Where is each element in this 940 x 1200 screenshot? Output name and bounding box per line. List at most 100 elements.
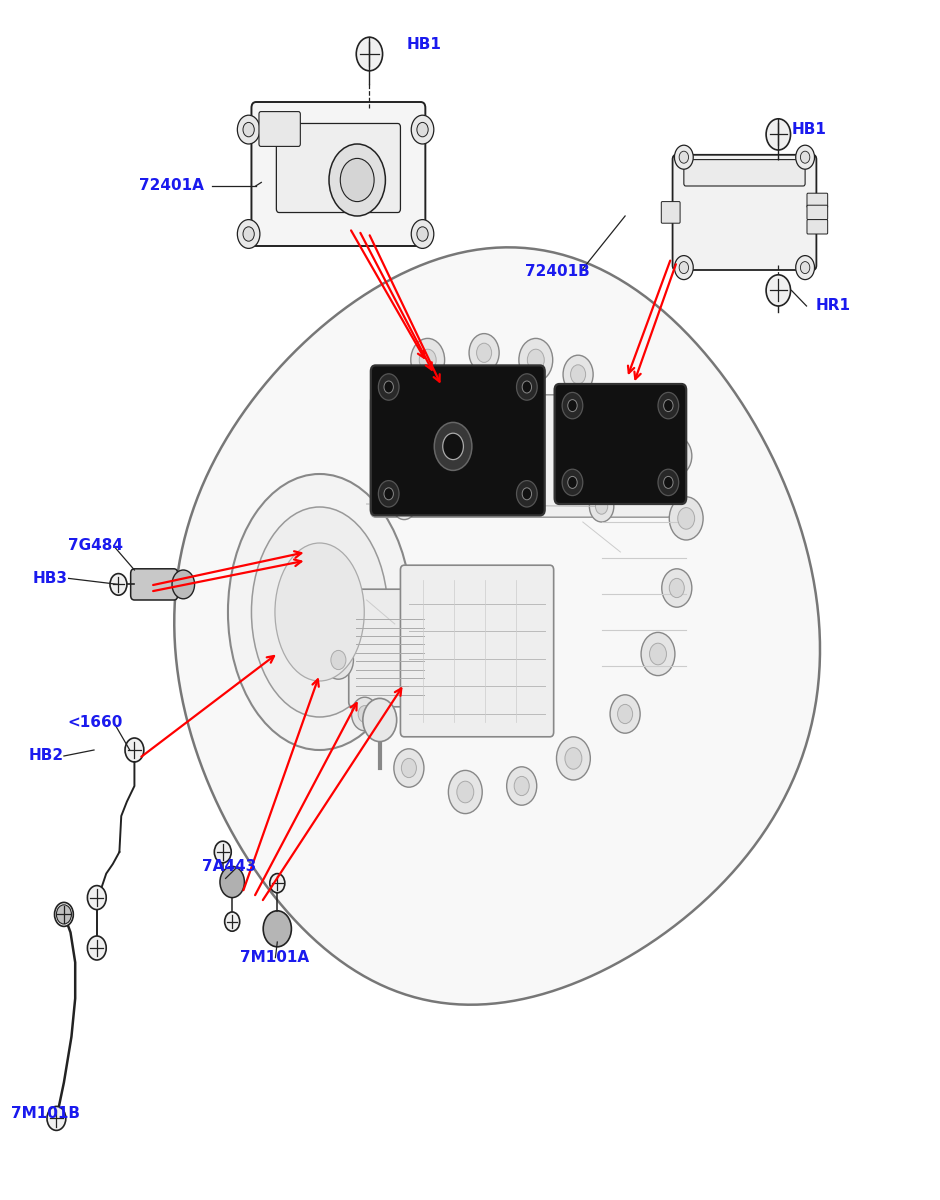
Circle shape bbox=[392, 488, 416, 520]
Circle shape bbox=[517, 480, 538, 506]
Circle shape bbox=[664, 400, 673, 412]
FancyBboxPatch shape bbox=[370, 365, 544, 516]
Circle shape bbox=[800, 262, 810, 274]
Circle shape bbox=[469, 334, 499, 372]
Circle shape bbox=[675, 256, 694, 280]
Circle shape bbox=[323, 641, 353, 679]
Ellipse shape bbox=[275, 542, 365, 680]
Circle shape bbox=[55, 902, 73, 926]
Circle shape bbox=[669, 446, 684, 466]
Circle shape bbox=[519, 338, 553, 382]
Circle shape bbox=[394, 749, 424, 787]
Circle shape bbox=[172, 570, 195, 599]
Circle shape bbox=[87, 936, 106, 960]
Circle shape bbox=[110, 574, 127, 595]
FancyBboxPatch shape bbox=[807, 193, 828, 208]
Circle shape bbox=[214, 841, 231, 863]
Polygon shape bbox=[174, 247, 820, 1004]
Circle shape bbox=[562, 469, 583, 496]
Circle shape bbox=[378, 373, 399, 401]
FancyBboxPatch shape bbox=[131, 569, 178, 600]
Circle shape bbox=[434, 422, 472, 470]
Circle shape bbox=[270, 874, 285, 893]
Circle shape bbox=[356, 37, 383, 71]
FancyBboxPatch shape bbox=[400, 565, 554, 737]
Circle shape bbox=[642, 400, 655, 416]
Text: HR1: HR1 bbox=[816, 299, 851, 313]
FancyBboxPatch shape bbox=[807, 220, 828, 234]
Text: HB1: HB1 bbox=[791, 122, 826, 137]
Circle shape bbox=[679, 262, 688, 274]
Circle shape bbox=[678, 508, 695, 529]
Circle shape bbox=[527, 349, 544, 371]
Circle shape bbox=[571, 365, 586, 384]
Circle shape bbox=[610, 695, 640, 733]
FancyBboxPatch shape bbox=[662, 202, 681, 223]
FancyBboxPatch shape bbox=[349, 589, 431, 707]
Circle shape bbox=[635, 391, 662, 425]
Circle shape bbox=[384, 382, 393, 392]
Circle shape bbox=[795, 145, 814, 169]
Circle shape bbox=[658, 469, 679, 496]
Circle shape bbox=[679, 151, 688, 163]
Circle shape bbox=[795, 256, 814, 280]
Circle shape bbox=[352, 697, 378, 731]
Circle shape bbox=[125, 738, 144, 762]
Circle shape bbox=[237, 220, 259, 248]
Circle shape bbox=[398, 497, 410, 511]
Text: 7M101A: 7M101A bbox=[240, 950, 309, 965]
Circle shape bbox=[220, 866, 244, 898]
Circle shape bbox=[662, 569, 692, 607]
Circle shape bbox=[417, 122, 429, 137]
Text: HB3: HB3 bbox=[33, 571, 68, 586]
Circle shape bbox=[650, 643, 666, 665]
Circle shape bbox=[457, 781, 474, 803]
Circle shape bbox=[589, 491, 614, 522]
Circle shape bbox=[378, 480, 399, 506]
Circle shape bbox=[237, 115, 259, 144]
Circle shape bbox=[47, 1106, 66, 1130]
Circle shape bbox=[568, 400, 577, 412]
Circle shape bbox=[568, 476, 577, 488]
Text: 72401A: 72401A bbox=[139, 179, 204, 193]
Circle shape bbox=[417, 227, 429, 241]
Circle shape bbox=[243, 227, 254, 241]
Circle shape bbox=[565, 748, 582, 769]
FancyBboxPatch shape bbox=[258, 112, 300, 146]
FancyBboxPatch shape bbox=[807, 205, 828, 220]
Circle shape bbox=[523, 487, 532, 499]
Circle shape bbox=[340, 158, 374, 202]
Circle shape bbox=[401, 758, 416, 778]
Circle shape bbox=[563, 355, 593, 394]
Circle shape bbox=[363, 698, 397, 742]
Circle shape bbox=[419, 349, 436, 371]
Circle shape bbox=[766, 275, 791, 306]
Circle shape bbox=[507, 767, 537, 805]
Circle shape bbox=[517, 373, 538, 401]
Ellipse shape bbox=[252, 506, 388, 716]
Circle shape bbox=[800, 151, 810, 163]
Circle shape bbox=[669, 578, 684, 598]
Circle shape bbox=[411, 338, 445, 382]
Text: scuderia: scuderia bbox=[203, 450, 549, 522]
Circle shape bbox=[243, 122, 254, 137]
Circle shape bbox=[443, 433, 463, 460]
Circle shape bbox=[514, 776, 529, 796]
Text: 72401B: 72401B bbox=[525, 264, 589, 278]
Text: 7M101B: 7M101B bbox=[11, 1106, 80, 1121]
Circle shape bbox=[766, 119, 791, 150]
FancyBboxPatch shape bbox=[276, 124, 400, 212]
Text: <1660: <1660 bbox=[68, 715, 123, 730]
FancyBboxPatch shape bbox=[370, 395, 673, 517]
FancyBboxPatch shape bbox=[555, 384, 686, 504]
FancyBboxPatch shape bbox=[673, 155, 817, 270]
Circle shape bbox=[448, 770, 482, 814]
Circle shape bbox=[675, 145, 694, 169]
Circle shape bbox=[669, 497, 703, 540]
Text: HB2: HB2 bbox=[28, 749, 63, 763]
Circle shape bbox=[662, 437, 692, 475]
Circle shape bbox=[384, 487, 393, 499]
Circle shape bbox=[562, 392, 583, 419]
Circle shape bbox=[87, 886, 106, 910]
Text: HB1: HB1 bbox=[407, 37, 442, 52]
